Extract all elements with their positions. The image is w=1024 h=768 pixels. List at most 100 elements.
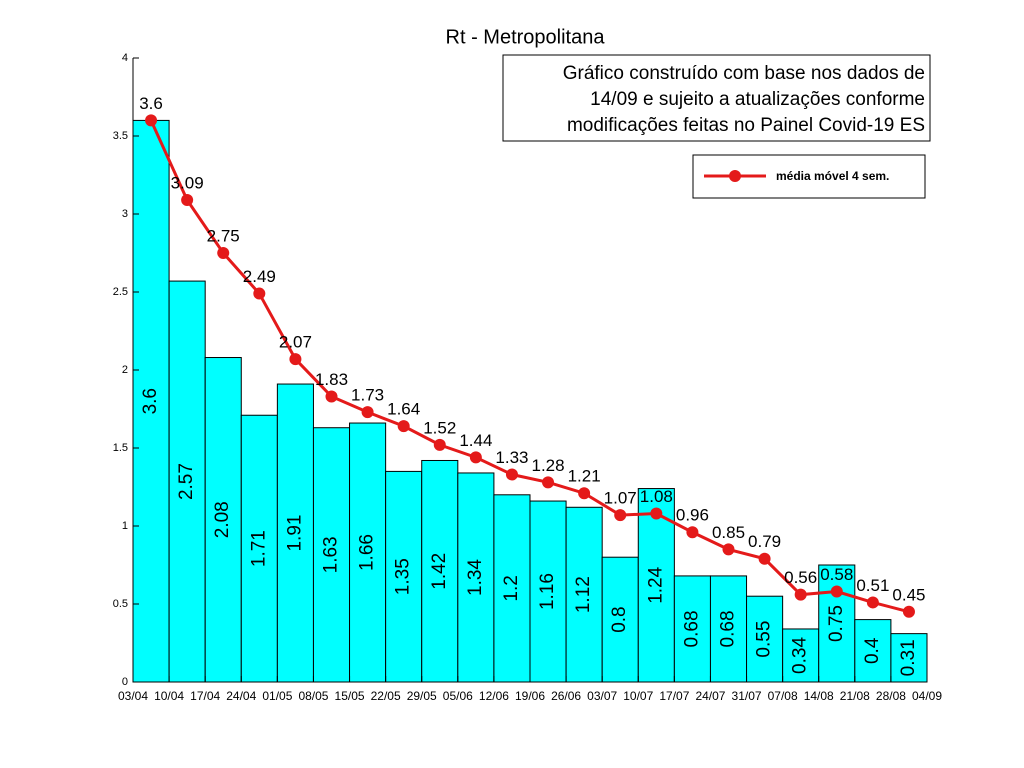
bar-value-label: 1.16 <box>537 573 558 610</box>
x-tick-label: 17/04 <box>190 689 220 703</box>
line-value-label: 0.79 <box>748 532 781 551</box>
line-marker <box>722 543 735 556</box>
bar-value-label: 0.8 <box>609 606 630 632</box>
line-marker <box>361 406 374 419</box>
y-tick-label: 2.5 <box>113 286 128 298</box>
line-marker <box>650 507 663 520</box>
line-value-label: 1.64 <box>387 400 420 419</box>
bar-value-label: 0.68 <box>681 610 702 647</box>
bar <box>168 280 206 683</box>
bar-value-label: 0.4 <box>862 637 883 664</box>
y-tick-label: 3 <box>122 208 128 220</box>
x-tick-label: 15/05 <box>335 689 365 703</box>
line-marker <box>578 487 591 500</box>
bar-value-label: 1.24 <box>645 566 666 603</box>
annotation-line: 14/09 e sujeito a atualizações conforme <box>590 89 925 110</box>
x-tick-label: 07/08 <box>768 689 798 703</box>
y-tick-label: 1.5 <box>113 442 128 454</box>
x-tick-label: 10/07 <box>623 689 653 703</box>
bar <box>854 619 892 683</box>
line-value-label: 1.07 <box>604 489 637 508</box>
bar <box>601 556 639 683</box>
line-marker <box>181 193 194 206</box>
x-tick-label: 03/04 <box>118 689 148 703</box>
x-tick-label: 31/07 <box>732 689 762 703</box>
legend-box <box>692 154 926 199</box>
x-tick-label: 12/06 <box>479 689 509 703</box>
bar-value-label: 1.42 <box>429 553 450 590</box>
bar-value-label: 1.12 <box>573 576 594 613</box>
x-tick-label: 03/07 <box>587 689 617 703</box>
bar <box>709 575 748 683</box>
line-marker <box>614 509 627 522</box>
line-value-label: 1.21 <box>568 467 601 486</box>
line-marker <box>758 552 771 565</box>
chart-title: Rt - Metropolitana <box>446 26 606 48</box>
line-marker <box>145 114 158 127</box>
line-marker <box>289 353 302 366</box>
bar <box>421 459 459 683</box>
x-tick-label: 05/06 <box>443 689 473 703</box>
bar-value-label: 0.34 <box>790 637 811 674</box>
y-tick-label: 4 <box>122 52 128 64</box>
y-tick-label: 2 <box>122 364 128 376</box>
x-tick-label: 04/09 <box>912 689 942 703</box>
bar <box>782 628 820 683</box>
line-value-label: 3.09 <box>171 173 204 192</box>
line-value-label: 2.49 <box>243 267 276 286</box>
bar <box>457 472 495 683</box>
line-marker <box>686 526 699 539</box>
line-value-label: 1.44 <box>459 431 492 450</box>
y-tick-label: 3.5 <box>113 130 128 142</box>
line-marker <box>902 605 915 618</box>
line-marker <box>794 588 807 601</box>
annotation-box <box>502 54 931 142</box>
bar-value-label: 1.91 <box>284 515 305 552</box>
bar-value-label: 1.71 <box>248 530 269 567</box>
line-value-label: 3.6 <box>139 94 163 113</box>
bar-value-label: 2.57 <box>176 463 197 500</box>
y-tick-label: 0.5 <box>113 598 128 610</box>
line-value-label: 0.45 <box>892 585 925 604</box>
line-value-label: 0.96 <box>676 506 709 525</box>
line-marker <box>505 468 518 481</box>
line-value-label: 0.51 <box>856 576 889 595</box>
line-marker <box>866 596 879 609</box>
bar-value-label: 1.66 <box>357 534 378 571</box>
bar-value-label: 1.63 <box>321 536 342 573</box>
x-tick-label: 24/07 <box>695 689 725 703</box>
line-value-label: 0.58 <box>820 565 853 584</box>
line-value-label: 2.75 <box>207 226 240 245</box>
bar-value-label: 1.34 <box>465 559 486 596</box>
x-tick-label: 19/06 <box>515 689 545 703</box>
legend-label: média móvel 4 sem. <box>776 169 889 183</box>
legend-marker <box>729 170 741 182</box>
annotation-line: Gráfico construído com base nos dados de <box>563 63 925 84</box>
bar <box>529 500 567 683</box>
line-marker <box>217 247 230 259</box>
line-value-label: 1.08 <box>640 487 673 506</box>
bar <box>565 506 603 683</box>
line-value-label: 2.07 <box>279 333 312 352</box>
y-tick-label: 1 <box>122 520 128 532</box>
line-marker <box>325 390 338 403</box>
x-tick-label: 29/05 <box>407 689 437 703</box>
bar-value-label: 1.35 <box>393 558 414 595</box>
bar <box>890 633 928 683</box>
y-tick-label: 0 <box>122 676 128 688</box>
bar-value-label: 0.31 <box>898 639 919 676</box>
line-marker <box>397 420 410 433</box>
bar <box>746 595 784 683</box>
bar-value-label: 3.6 <box>140 388 161 414</box>
annotation-line: modificações feitas no Painel Covid-19 E… <box>567 115 925 136</box>
line-value-label: 0.56 <box>784 568 817 587</box>
bar <box>385 470 423 683</box>
bar <box>349 422 387 683</box>
line-marker <box>542 476 555 489</box>
line-marker <box>469 451 482 464</box>
x-tick-label: 08/05 <box>298 689 328 703</box>
x-tick-label: 14/08 <box>804 689 834 703</box>
x-tick-label: 28/08 <box>876 689 906 703</box>
line-marker <box>433 438 446 451</box>
